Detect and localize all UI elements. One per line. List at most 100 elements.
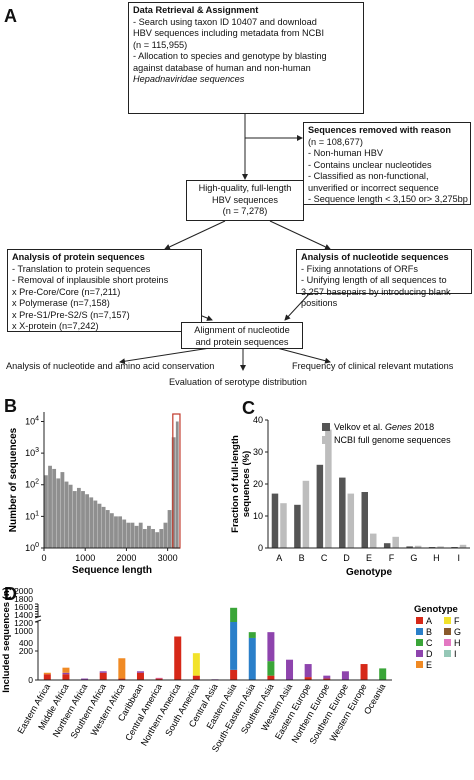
y-tick-label: 104: [25, 415, 39, 426]
region-bar-segment: [379, 668, 387, 680]
genotype-bar: [280, 503, 287, 548]
retrieval-title: Data Retrieval & Assignment: [133, 5, 259, 15]
retrieval-line: against database of human and non-human: [133, 62, 311, 73]
region-bar-segment: [286, 659, 294, 680]
genotype-bar: [414, 545, 422, 548]
legend-swatch: [444, 628, 451, 635]
legend-label: E: [426, 660, 432, 670]
y-axis-title: Included sequences (n): [1, 587, 12, 693]
region-bar-segment: [62, 667, 70, 673]
genotype-bar: [459, 544, 467, 548]
y-axis-title: Number of sequences: [8, 427, 19, 532]
arrow-hq-to-nucleotide: [269, 220, 331, 250]
legend-swatch: [416, 661, 423, 668]
legend-swatch: [322, 436, 330, 444]
region-bar-segment: [304, 664, 312, 678]
legend-label: A: [426, 616, 432, 626]
histogram-bar: [52, 468, 57, 548]
histogram-bar: [97, 503, 102, 548]
y-tick-label: 0: [258, 543, 263, 553]
region-bar-segment: [136, 671, 144, 673]
histogram-bar: [155, 532, 160, 548]
histogram-bar: [118, 516, 123, 548]
genotype-bar: [347, 493, 355, 548]
histogram-bar: [122, 519, 127, 548]
legend-swatch: [444, 650, 451, 657]
region-bar-segment: [62, 674, 70, 680]
alignment-line: and protein sequences: [195, 336, 289, 347]
x-tick-label: C: [321, 553, 328, 563]
genotype-bar: [325, 429, 332, 548]
x-tick-label: H: [433, 553, 440, 563]
retrieval-line: - Search using taxon ID 10407 and downlo…: [133, 16, 317, 27]
legend-swatch: [416, 650, 423, 657]
histogram-bar: [93, 500, 98, 548]
panel-letter-d: D: [4, 584, 17, 604]
histogram-bar: [138, 522, 143, 548]
nucleotide-line: - Fixing annotations of ORFs: [301, 263, 418, 274]
removed-line: (n = 108,677): [308, 136, 363, 147]
genotype-bar: [370, 533, 377, 548]
legend-swatch: [416, 617, 423, 624]
region-bar-segment: [62, 672, 70, 675]
region-bar-segment: [323, 678, 331, 680]
histogram-bar: [56, 478, 61, 548]
retrieval-box: Data Retrieval & Assignment - Search usi…: [128, 2, 364, 114]
y-tick-label: 200: [19, 646, 33, 656]
y-tick-label: 40: [253, 415, 263, 425]
alignment-box: Alignment of nucleotide and protein sequ…: [181, 322, 303, 349]
histogram-bar: [64, 481, 69, 548]
region-bar-segment: [174, 636, 182, 680]
histogram-bar: [134, 525, 139, 548]
hq-line: High-quality, full-length: [198, 183, 292, 193]
histogram-bar: [159, 529, 164, 548]
protein-line: x Polymerase (n=7,158): [12, 298, 110, 308]
x-tick-label: 0: [41, 553, 46, 563]
region-bar-segment: [81, 678, 89, 680]
histogram-bar: [109, 513, 114, 548]
region-bar-segment: [230, 607, 238, 622]
y-tick-label: 2000: [14, 586, 33, 596]
region-bar-segment: [248, 637, 256, 680]
region-bar-segment: [43, 674, 51, 680]
region-bar-segment: [304, 677, 312, 680]
histogram-bar: [68, 484, 73, 548]
y-tick-label: 103: [25, 447, 39, 458]
removed-line: - Contains unclear nucleotides: [308, 159, 432, 170]
region-bar-segment: [118, 658, 126, 679]
region-bar-segment: [360, 664, 368, 680]
region-bar-segment: [136, 672, 144, 680]
histogram-bar: [147, 525, 151, 548]
output-serotype: Evaluation of serotype distribution: [169, 377, 307, 387]
histogram-bar: [44, 475, 48, 548]
histogram-bar: [114, 516, 118, 548]
legend-swatch: [322, 423, 330, 431]
genotype-bar: [339, 477, 346, 548]
x-tick-label: G: [410, 553, 417, 563]
region-bar-segment: [323, 675, 331, 679]
region-bar-segment: [43, 672, 51, 675]
genotype-bar: [271, 493, 279, 548]
legend-label: C: [426, 638, 433, 648]
legend-title: Genotype: [414, 604, 458, 615]
hq-line: HBV sequences: [212, 194, 278, 205]
genotype-bar: [302, 480, 310, 548]
x-tick-label: B: [299, 553, 305, 563]
region-bar-segment: [230, 669, 238, 680]
protein-line: x Pre-Core/Core (n=7,211): [12, 286, 121, 297]
legend-swatch: [444, 639, 451, 646]
retrieval-line: HBV sequences including metadata from NC…: [133, 28, 324, 38]
histogram-bar: [105, 510, 110, 548]
panel-letter-b: B: [4, 396, 17, 416]
x-axis-title: Genotype: [346, 567, 393, 578]
legend-swatch: [416, 628, 423, 635]
panel-letter-c: C: [242, 398, 255, 418]
legend-label: G: [454, 627, 461, 637]
region-bar-segment: [99, 672, 107, 680]
y-tick-label: 1000: [14, 626, 33, 636]
y-tick-label: 400: [19, 638, 33, 648]
removed-line: unverified or incorrect sequence: [308, 182, 439, 193]
